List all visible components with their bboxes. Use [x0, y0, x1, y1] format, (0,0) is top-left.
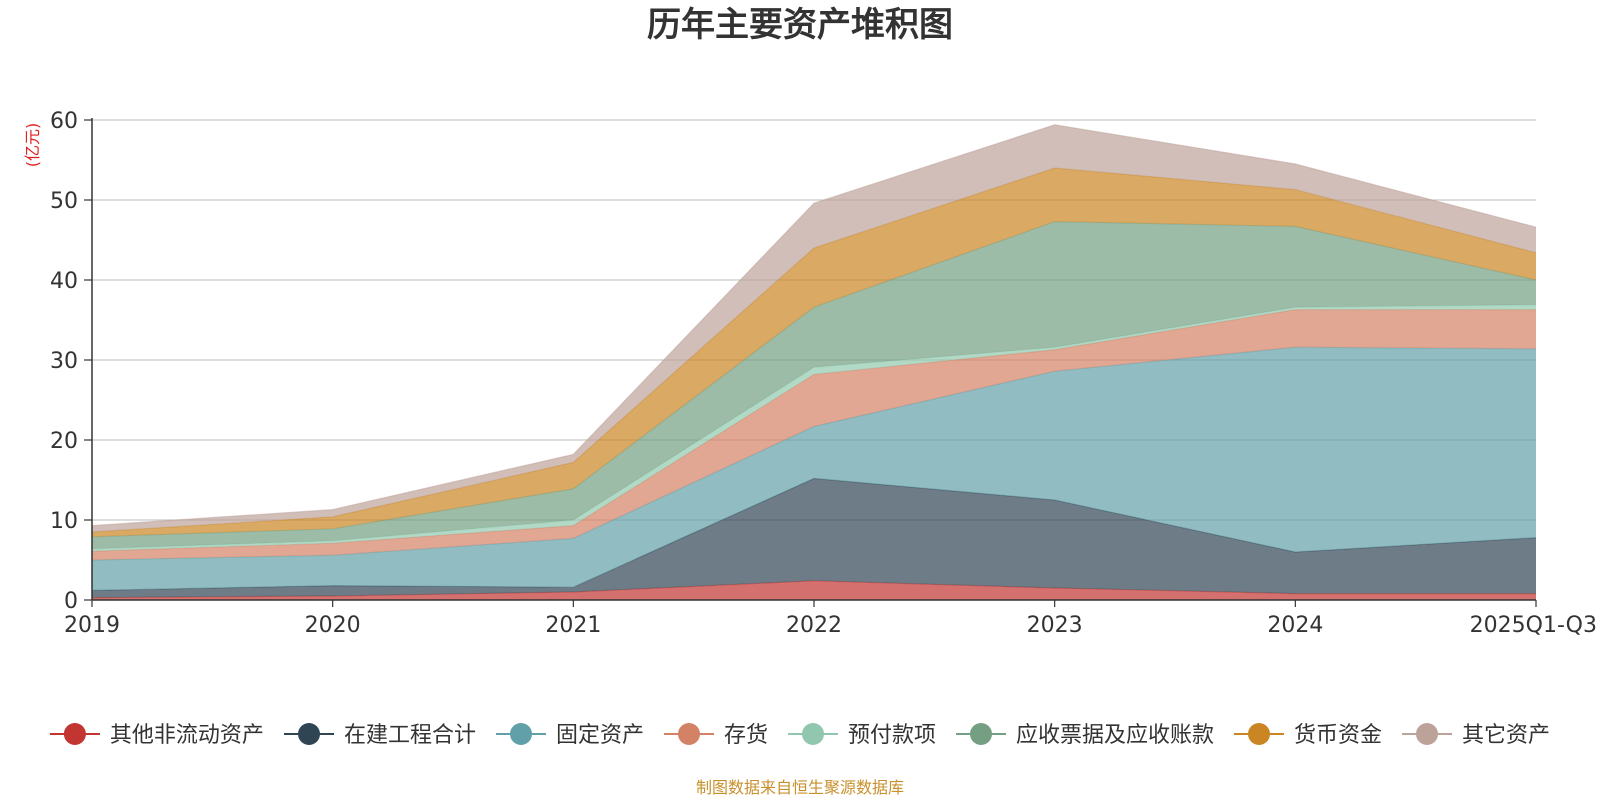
legend-dot-icon: [678, 723, 700, 745]
area-series-edge: [91, 124, 1537, 527]
legend-item[interactable]: 其他非流动资产: [49, 723, 264, 748]
legend-label: 在建工程合计: [344, 723, 476, 748]
legend-label: 固定资产: [556, 723, 644, 748]
legend-label: 存货: [724, 723, 768, 748]
legend-dot-icon: [802, 723, 824, 745]
x-tick-label: 2021: [545, 613, 601, 638]
x-tick-label: 2024: [1267, 613, 1323, 638]
legend-dot-icon: [1416, 723, 1438, 745]
legend-dot-icon: [970, 723, 992, 745]
legend-label: 其他非流动资产: [110, 723, 264, 748]
area-series[interactable]: [92, 124, 1536, 533]
source-note: 制图数据来自恒生聚源数据库: [696, 778, 904, 797]
y-tick-label: 40: [50, 269, 78, 294]
legend-label: 预付款项: [848, 723, 936, 748]
legend-dot-icon: [298, 723, 320, 745]
legend: 其他非流动资产 在建工程合计 固定资产 存货 预付款项 应收票据及应收账款 货币资金 其它资产: [49, 723, 1550, 748]
y-tick-label: 50: [50, 189, 78, 214]
legend-item[interactable]: 固定资产: [496, 723, 644, 748]
x-tick-label: 2022: [786, 613, 842, 638]
y-axis-unit-label: (亿元): [23, 123, 42, 168]
area-series[interactable]: [92, 221, 1536, 549]
area-series[interactable]: [92, 580, 1536, 600]
legend-dot-icon: [63, 723, 86, 745]
legend-item[interactable]: 存货: [664, 723, 768, 748]
legend-item[interactable]: 在建工程合计: [284, 723, 476, 748]
y-tick-label: 60: [50, 109, 78, 134]
stacked-areas: [91, 124, 1537, 600]
y-tick-label: 20: [50, 429, 78, 454]
legend-label: 其它资产: [1462, 723, 1550, 748]
area-series[interactable]: [92, 478, 1536, 598]
y-tick-label: 10: [50, 509, 78, 534]
area-series[interactable]: [92, 309, 1536, 560]
x-tick-label: 2023: [1027, 613, 1083, 638]
x-tick-label: 2019: [64, 613, 120, 638]
legend-item[interactable]: 货币资金: [1234, 723, 1382, 748]
area-series[interactable]: [92, 347, 1536, 591]
legend-item[interactable]: 其它资产: [1402, 723, 1550, 748]
y-tick-label: 0: [64, 589, 78, 614]
x-tick-label: 2020: [305, 613, 361, 638]
legend-label: 应收票据及应收账款: [1016, 723, 1214, 748]
chart-title: 历年主要资产堆积图: [647, 5, 953, 45]
legend-item[interactable]: 应收票据及应收账款: [956, 723, 1214, 748]
x-tick-label: 2025Q1-Q3: [1470, 613, 1597, 638]
legend-dot-icon: [1248, 723, 1270, 745]
legend-dot-icon: [510, 723, 532, 745]
axes: 0 10 20 30 40 50 60 2019 2020 2021 2022 2023 2024 202…: [50, 109, 1597, 638]
legend-label: 货币资金: [1294, 723, 1382, 748]
legend-item[interactable]: 预付款项: [788, 723, 936, 748]
y-tick-label: 30: [50, 349, 78, 374]
